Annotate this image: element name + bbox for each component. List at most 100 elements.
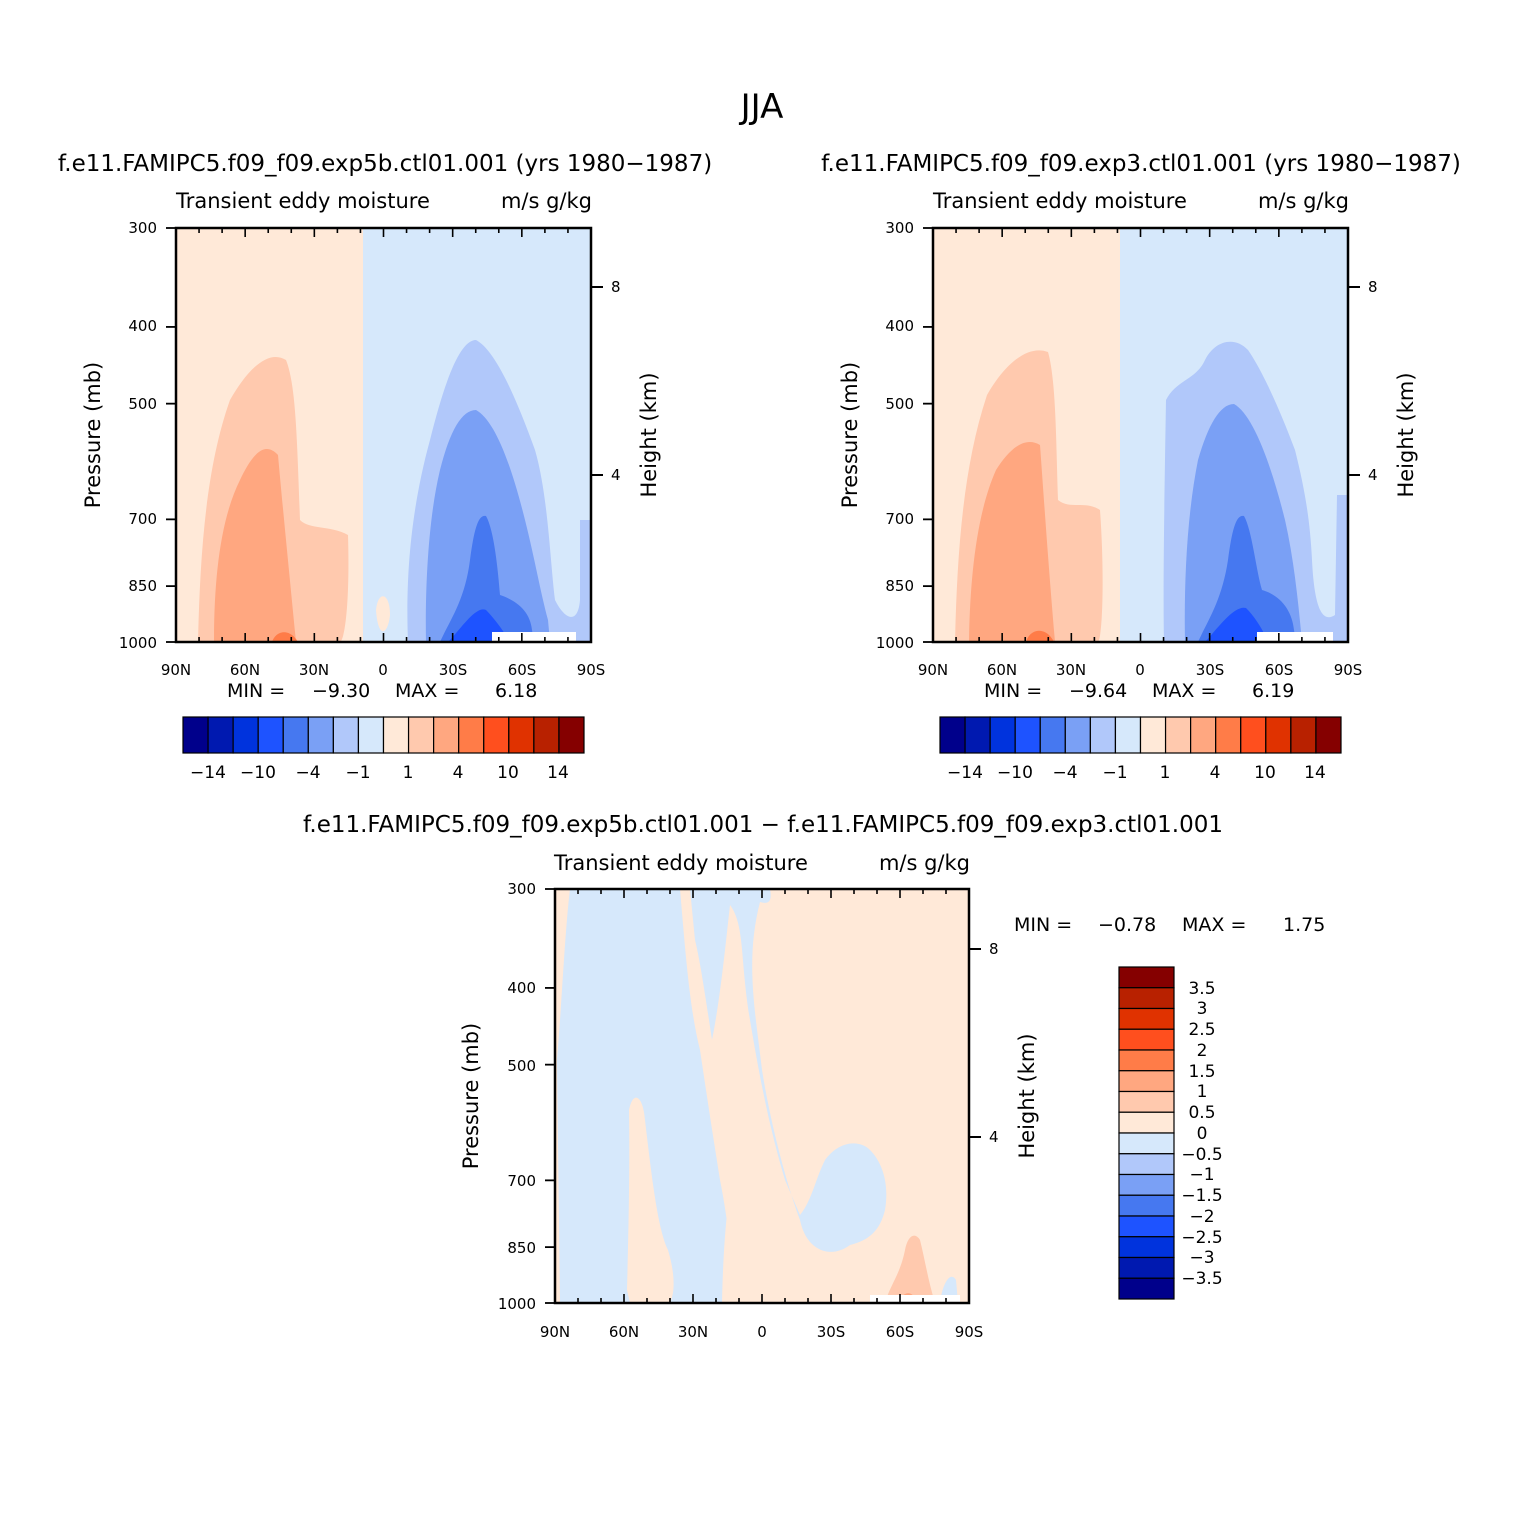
height-tick-label: 8 bbox=[989, 940, 999, 958]
contour-region bbox=[1198, 515, 1296, 642]
colorbar-swatch bbox=[1118, 966, 1175, 989]
colorbar-label: 1.5 bbox=[1188, 1062, 1215, 1082]
plot-title-left-top-right: Transient eddy moisture bbox=[932, 189, 1187, 213]
colorbar-swatch bbox=[1089, 716, 1117, 754]
max-label: MAX = bbox=[1152, 680, 1216, 702]
y-right-axis-label-top-right: Height (km) bbox=[1394, 372, 1418, 497]
colorbar-swatch bbox=[232, 716, 259, 754]
colorbar-label: −1 bbox=[1189, 1165, 1214, 1185]
contour-region bbox=[1205, 607, 1268, 642]
contour-region bbox=[1026, 630, 1054, 642]
colorbar-swatch bbox=[939, 716, 966, 754]
colorbar-swatch bbox=[382, 716, 410, 754]
min-label: MIN = bbox=[1014, 914, 1072, 936]
figure-title: JJA bbox=[739, 87, 784, 127]
x-tick-label: 60N bbox=[987, 661, 1017, 679]
colorbar-label: 2 bbox=[1197, 1041, 1208, 1061]
x-tick-label: 30N bbox=[1056, 661, 1086, 679]
x-axis-bottom: 90N 60N 30N 0 30S 60S 90S bbox=[540, 1323, 983, 1341]
min-value: −9.64 bbox=[1069, 680, 1127, 702]
panel-top-left: f.e11.FAMIPC5.f09_f09.exp5b.ctl01.001 (y… bbox=[58, 151, 712, 783]
colorbar-label: 14 bbox=[1304, 763, 1326, 783]
colorbar-label: 3 bbox=[1197, 999, 1208, 1019]
max-value: 1.75 bbox=[1283, 914, 1325, 936]
min-label: MIN = bbox=[227, 680, 285, 702]
colorbar-swatch bbox=[282, 716, 309, 754]
y-tick-label: 700 bbox=[128, 510, 157, 528]
contour-region bbox=[627, 1097, 674, 1303]
height-tick-label: 8 bbox=[611, 278, 621, 296]
missing-data-patch bbox=[870, 1295, 960, 1303]
x-tick-label: 30N bbox=[678, 1323, 708, 1341]
height-tick-label: 4 bbox=[989, 1128, 999, 1146]
colorbar-swatch bbox=[1118, 1236, 1175, 1259]
colorbar-swatch bbox=[1118, 1111, 1175, 1134]
colorbar-swatch bbox=[1118, 1028, 1175, 1051]
tick-marks bbox=[545, 888, 970, 1304]
min-label: MIN = bbox=[984, 680, 1042, 702]
colorbar-swatch bbox=[533, 716, 560, 754]
colorbar-swatch bbox=[1039, 716, 1066, 754]
y-right-axis-top-left: 8 4 bbox=[591, 278, 621, 484]
colorbar-label: 2.5 bbox=[1188, 1020, 1215, 1040]
colorbar-top-left bbox=[182, 716, 585, 754]
colorbar-swatch bbox=[1215, 716, 1242, 754]
x-axis-top-left: 90N 60N 30N 0 30S 60S 90S bbox=[161, 661, 605, 679]
x-tick-label: 30S bbox=[1196, 661, 1225, 679]
plot-title-right-top-right: m/s g/kg bbox=[1258, 189, 1349, 213]
colorbar-label: 1 bbox=[1160, 763, 1171, 783]
y-tick-label: 700 bbox=[507, 1172, 536, 1190]
panel-bottom: f.e11.FAMIPC5.f09_f09.exp5b.ctl01.001 − … bbox=[303, 812, 1325, 1341]
y-tick-label: 300 bbox=[507, 880, 536, 898]
min-value: −0.78 bbox=[1098, 914, 1156, 936]
colorbar-swatch bbox=[332, 716, 360, 754]
x-tick-label: 30S bbox=[439, 661, 468, 679]
colorbar-labels-top-right: −14 −10 −4 −1 1 4 10 14 bbox=[947, 763, 1326, 783]
y-axis-label-bottom: Pressure (mb) bbox=[459, 1023, 483, 1170]
colorbar-labels-bottom: 3.5 3 2.5 2 1.5 1 0.5 0 −0.5 −1 −1.5 −2 … bbox=[1181, 979, 1222, 1289]
colorbar-swatch bbox=[1118, 1153, 1175, 1176]
colorbar-label: −10 bbox=[997, 763, 1033, 783]
colorbar-swatch bbox=[1290, 716, 1317, 754]
contour-field-top-left bbox=[176, 228, 591, 642]
y-tick-label: 850 bbox=[128, 577, 157, 595]
height-tick-label: 4 bbox=[1368, 466, 1378, 484]
x-tick-label: 90N bbox=[540, 1323, 570, 1341]
plot-title-right-top-left: m/s g/kg bbox=[501, 189, 592, 213]
colorbar-swatch bbox=[1240, 716, 1267, 754]
x-tick-label: 0 bbox=[1135, 661, 1145, 679]
colorbar-label: 1 bbox=[403, 763, 414, 783]
x-tick-label: 60N bbox=[230, 661, 260, 679]
colorbar-label: −14 bbox=[190, 763, 226, 783]
min-value: −9.30 bbox=[312, 680, 370, 702]
colorbar-label: −3 bbox=[1189, 1248, 1214, 1268]
plot-title-right-bottom: m/s g/kg bbox=[879, 851, 970, 875]
y-right-axis-top-right: 8 4 bbox=[1348, 278, 1378, 484]
y-tick-label: 1000 bbox=[119, 634, 157, 652]
stats-bottom: MIN = −0.78 MAX = 1.75 bbox=[1014, 914, 1325, 936]
colorbar-swatch bbox=[989, 716, 1016, 754]
y-axis-label-top-left: Pressure (mb) bbox=[81, 362, 105, 509]
contour-region bbox=[440, 515, 534, 642]
colorbar-label: −4 bbox=[1052, 763, 1077, 783]
colorbar-label: 14 bbox=[547, 763, 569, 783]
colorbar-label: −14 bbox=[947, 763, 983, 783]
colorbar-swatch bbox=[1118, 1132, 1175, 1155]
colorbar-swatch bbox=[1118, 1194, 1175, 1217]
max-label: MAX = bbox=[1182, 914, 1246, 936]
colorbar-bottom bbox=[1118, 966, 1175, 1300]
y-tick-label: 300 bbox=[885, 219, 914, 237]
case-title-top-left: f.e11.FAMIPC5.f09_f09.exp5b.ctl01.001 (y… bbox=[58, 151, 712, 177]
height-tick-label: 4 bbox=[611, 466, 621, 484]
colorbar-label: −10 bbox=[240, 763, 276, 783]
y-axis-top-left: 300 400 500 700 850 1000 bbox=[119, 219, 157, 652]
max-label: MAX = bbox=[395, 680, 459, 702]
colorbar-label: 1 bbox=[1197, 1082, 1208, 1102]
x-tick-label: 60S bbox=[508, 661, 537, 679]
x-tick-label: 0 bbox=[757, 1323, 767, 1341]
max-value: 6.18 bbox=[495, 680, 537, 702]
x-tick-label: 90S bbox=[955, 1323, 984, 1341]
colorbar-swatch bbox=[1118, 987, 1175, 1010]
colorbar-swatch bbox=[1118, 1049, 1175, 1072]
colorbar-swatch bbox=[1315, 716, 1342, 754]
